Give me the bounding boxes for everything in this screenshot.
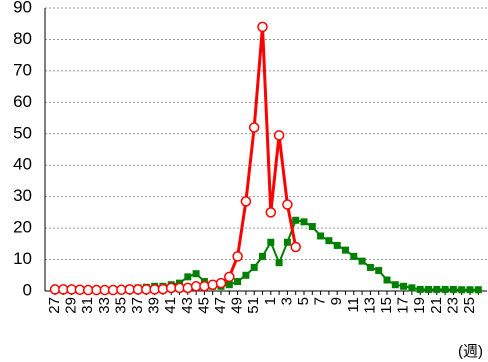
point: [232, 251, 243, 262]
point: [342, 246, 349, 254]
point: [425, 285, 432, 293]
y-tick-label: 0: [23, 280, 32, 299]
x-tick-label: 45: [195, 297, 212, 314]
x-tick-label: 7: [312, 297, 329, 305]
x-tick-label: 39: [146, 297, 163, 314]
point: [408, 284, 416, 292]
y-tick-label: 90: [13, 0, 32, 16]
point: [273, 130, 285, 141]
point: [240, 196, 252, 207]
point: [350, 252, 358, 260]
x-tick-label: 29: [63, 297, 80, 314]
point: [157, 283, 169, 295]
point: [449, 285, 457, 293]
x-tick-label: 35: [112, 297, 129, 314]
point: [267, 238, 275, 246]
point: [250, 263, 258, 271]
y-tick-label: 70: [13, 60, 32, 79]
point: [199, 281, 210, 292]
x-tick-label: 27: [46, 297, 63, 314]
point: [333, 241, 341, 249]
point: [325, 237, 333, 245]
y-tick-label: 30: [13, 186, 32, 205]
x-tick-label: 3: [278, 297, 295, 305]
point: [283, 238, 291, 246]
point: [184, 273, 192, 281]
point: [207, 279, 218, 290]
x-tick-label: 37: [129, 297, 146, 314]
point: [242, 271, 250, 279]
point: [458, 286, 466, 294]
x-tick-label: 5: [295, 297, 312, 305]
point: [317, 232, 325, 240]
series-line: [55, 26, 298, 292]
x-tick-label: 13: [361, 297, 378, 314]
point: [182, 282, 194, 294]
point: [308, 223, 316, 231]
point: [224, 271, 235, 283]
series-line: [55, 219, 479, 292]
point: [466, 286, 474, 294]
y-tick-label: 20: [13, 218, 32, 237]
x-tick-label: 9: [328, 297, 345, 305]
point: [441, 285, 449, 293]
point: [391, 281, 399, 289]
x-tick-label: 1: [262, 297, 279, 305]
y-tick-label: 40: [13, 155, 32, 174]
point: [375, 267, 383, 275]
x-tick-label: 51: [245, 297, 262, 314]
x-tick-label: 41: [162, 297, 179, 314]
point: [474, 286, 482, 294]
point: [290, 241, 301, 253]
point: [400, 282, 408, 290]
point: [234, 278, 242, 286]
x-tick-label: 17: [395, 297, 412, 314]
point: [366, 263, 374, 271]
x-tick-label: 49: [229, 297, 246, 314]
x-tick-label: 21: [428, 297, 445, 314]
x-tick-label: 33: [96, 297, 113, 314]
x-tick-label: 15: [378, 297, 395, 314]
y-tick-label: 50: [13, 123, 32, 142]
x-axis-label: (週): [458, 343, 483, 360]
point: [383, 276, 391, 284]
point: [257, 21, 268, 33]
point: [248, 122, 260, 133]
point: [259, 252, 266, 260]
point: [225, 281, 233, 289]
point: [358, 257, 366, 265]
x-tick-label: 23: [444, 297, 461, 314]
point: [265, 207, 277, 218]
point: [215, 277, 227, 289]
point: [292, 216, 300, 224]
x-tick-label: 25: [461, 297, 478, 314]
x-tick-label: 19: [411, 297, 428, 314]
point: [416, 285, 424, 293]
y-tick-label: 80: [13, 29, 32, 48]
point: [433, 285, 441, 293]
x-tick-label: 31: [79, 297, 96, 314]
x-tick-label: 47: [212, 297, 229, 314]
x-tick-label: 11: [345, 297, 362, 313]
point: [300, 218, 308, 226]
y-tick-label: 10: [13, 249, 32, 268]
y-tick-label: 60: [13, 92, 32, 111]
point: [192, 270, 200, 278]
x-tick-label: 43: [179, 297, 196, 314]
point: [282, 199, 293, 210]
point: [275, 259, 283, 267]
